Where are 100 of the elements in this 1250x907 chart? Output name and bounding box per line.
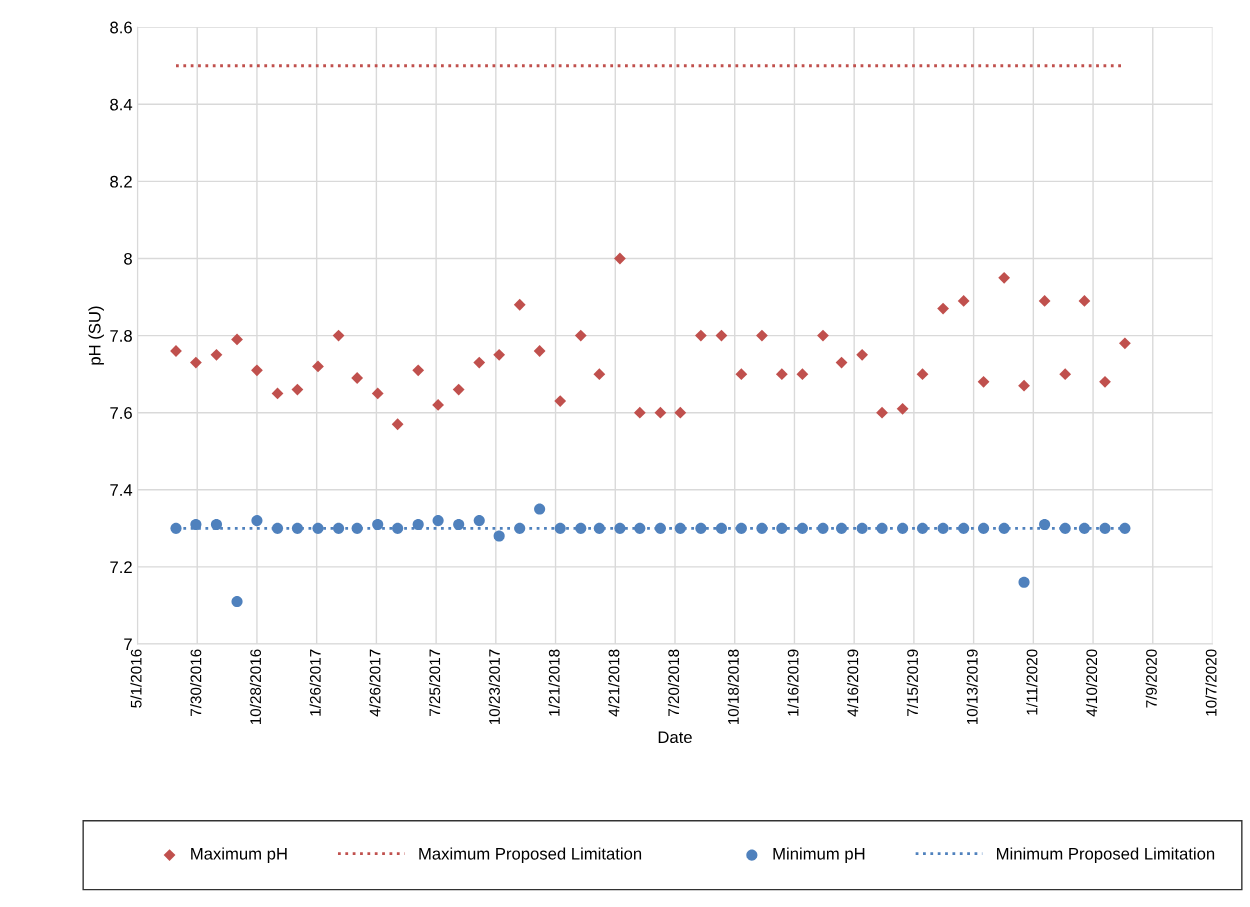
- x-tick-label: 10/28/2016: [249, 649, 262, 725]
- point: [674, 522, 686, 534]
- point: [351, 372, 364, 384]
- y-axis-title: pH (SU): [88, 306, 104, 365]
- point: [1039, 518, 1051, 531]
- point: [1119, 337, 1131, 350]
- point: [715, 522, 728, 534]
- point: [210, 348, 223, 361]
- point: [593, 368, 606, 381]
- point: [614, 522, 626, 534]
- legend-label: Minimum pH: [773, 847, 865, 863]
- legend-label: Maximum pH: [191, 847, 287, 863]
- y-tick-label: 8.2: [110, 175, 132, 188]
- x-tick-label: 10/7/2020: [1205, 649, 1217, 716]
- point: [835, 356, 848, 369]
- point: [231, 333, 243, 346]
- point: [634, 522, 646, 534]
- y-tick-label: 7.8: [110, 329, 132, 342]
- point: [493, 530, 505, 542]
- point: [473, 356, 486, 369]
- point: [473, 515, 485, 527]
- point: [876, 406, 888, 419]
- x-axis-title: Date: [658, 731, 692, 744]
- y-tick-label: 8.6: [110, 21, 132, 34]
- x-tick-label: 4/16/2019: [847, 649, 859, 717]
- point: [1038, 295, 1051, 307]
- x-tick-label: 4/21/2018: [608, 649, 620, 717]
- point: [916, 368, 929, 381]
- point: [593, 522, 605, 534]
- y-tick-label: 7.4: [110, 484, 133, 496]
- x-tick-label: 7/9/2020: [1145, 649, 1157, 708]
- x-tick-label: 1/11/2020: [1026, 649, 1038, 715]
- point: [695, 522, 707, 534]
- point: [432, 515, 444, 527]
- y-tick-label: 7.2: [110, 561, 132, 573]
- point: [998, 522, 1010, 534]
- point: [333, 522, 345, 534]
- point: [312, 360, 324, 373]
- x-tick-label: 1/26/2017: [309, 649, 321, 716]
- point: [856, 348, 869, 361]
- point: [978, 522, 990, 534]
- y-tick-label: 7.6: [110, 407, 132, 419]
- legend-label: Minimum Proposed Limitation: [997, 847, 1215, 863]
- point: [958, 522, 970, 534]
- point: [210, 518, 223, 531]
- point: [513, 298, 526, 311]
- point: [896, 402, 909, 415]
- point: [514, 522, 526, 534]
- point: [957, 295, 970, 307]
- point: [776, 522, 788, 534]
- point: [1059, 368, 1072, 381]
- point: [817, 522, 829, 534]
- point: [1078, 522, 1090, 534]
- point: [251, 364, 263, 377]
- point: [1099, 522, 1111, 534]
- point: [633, 406, 646, 419]
- point: [251, 515, 263, 527]
- point: [432, 399, 444, 411]
- point: [453, 518, 465, 531]
- point: [271, 522, 284, 534]
- x-tick-label: 4/10/2020: [1085, 649, 1098, 717]
- y-tick-label: 8: [124, 252, 132, 265]
- legend-label: Maximum Proposed Limitation: [419, 847, 642, 863]
- point: [756, 522, 768, 534]
- point: [372, 518, 384, 531]
- x-tick-label: 7/25/2017: [428, 649, 441, 717]
- point: [312, 522, 324, 534]
- point: [756, 329, 768, 342]
- point: [856, 522, 868, 534]
- point: [170, 522, 182, 534]
- x-tick-label: 7/20/2018: [667, 649, 680, 717]
- x-tick-label: 7/15/2019: [906, 649, 918, 717]
- point: [817, 329, 829, 342]
- point: [1078, 295, 1091, 307]
- point: [575, 522, 587, 534]
- point: [412, 518, 424, 531]
- x-tick-label: 7/30/2016: [190, 649, 202, 717]
- point: [493, 348, 506, 361]
- point: [1099, 375, 1111, 388]
- x-tick-label: 1/16/2019: [787, 649, 799, 716]
- point: [775, 368, 788, 381]
- point: [554, 395, 567, 408]
- point: [533, 345, 546, 357]
- point: [534, 503, 546, 515]
- point: [452, 383, 465, 396]
- x-tick-label: 10/13/2019: [966, 649, 978, 725]
- x-tick-label: 4/26/2017: [369, 649, 381, 717]
- point: [231, 596, 243, 608]
- point: [654, 522, 666, 534]
- point: [715, 329, 728, 342]
- point: [1059, 522, 1071, 534]
- point: [1119, 522, 1131, 534]
- point: [937, 522, 949, 534]
- x-tick-label: 10/18/2018: [727, 649, 739, 725]
- x-tick-label: 5/1/2016: [130, 649, 142, 708]
- point: [796, 368, 809, 381]
- point: [1018, 576, 1030, 588]
- point: [735, 522, 747, 534]
- y-tick-label: 8.4: [110, 98, 133, 111]
- point: [674, 406, 687, 419]
